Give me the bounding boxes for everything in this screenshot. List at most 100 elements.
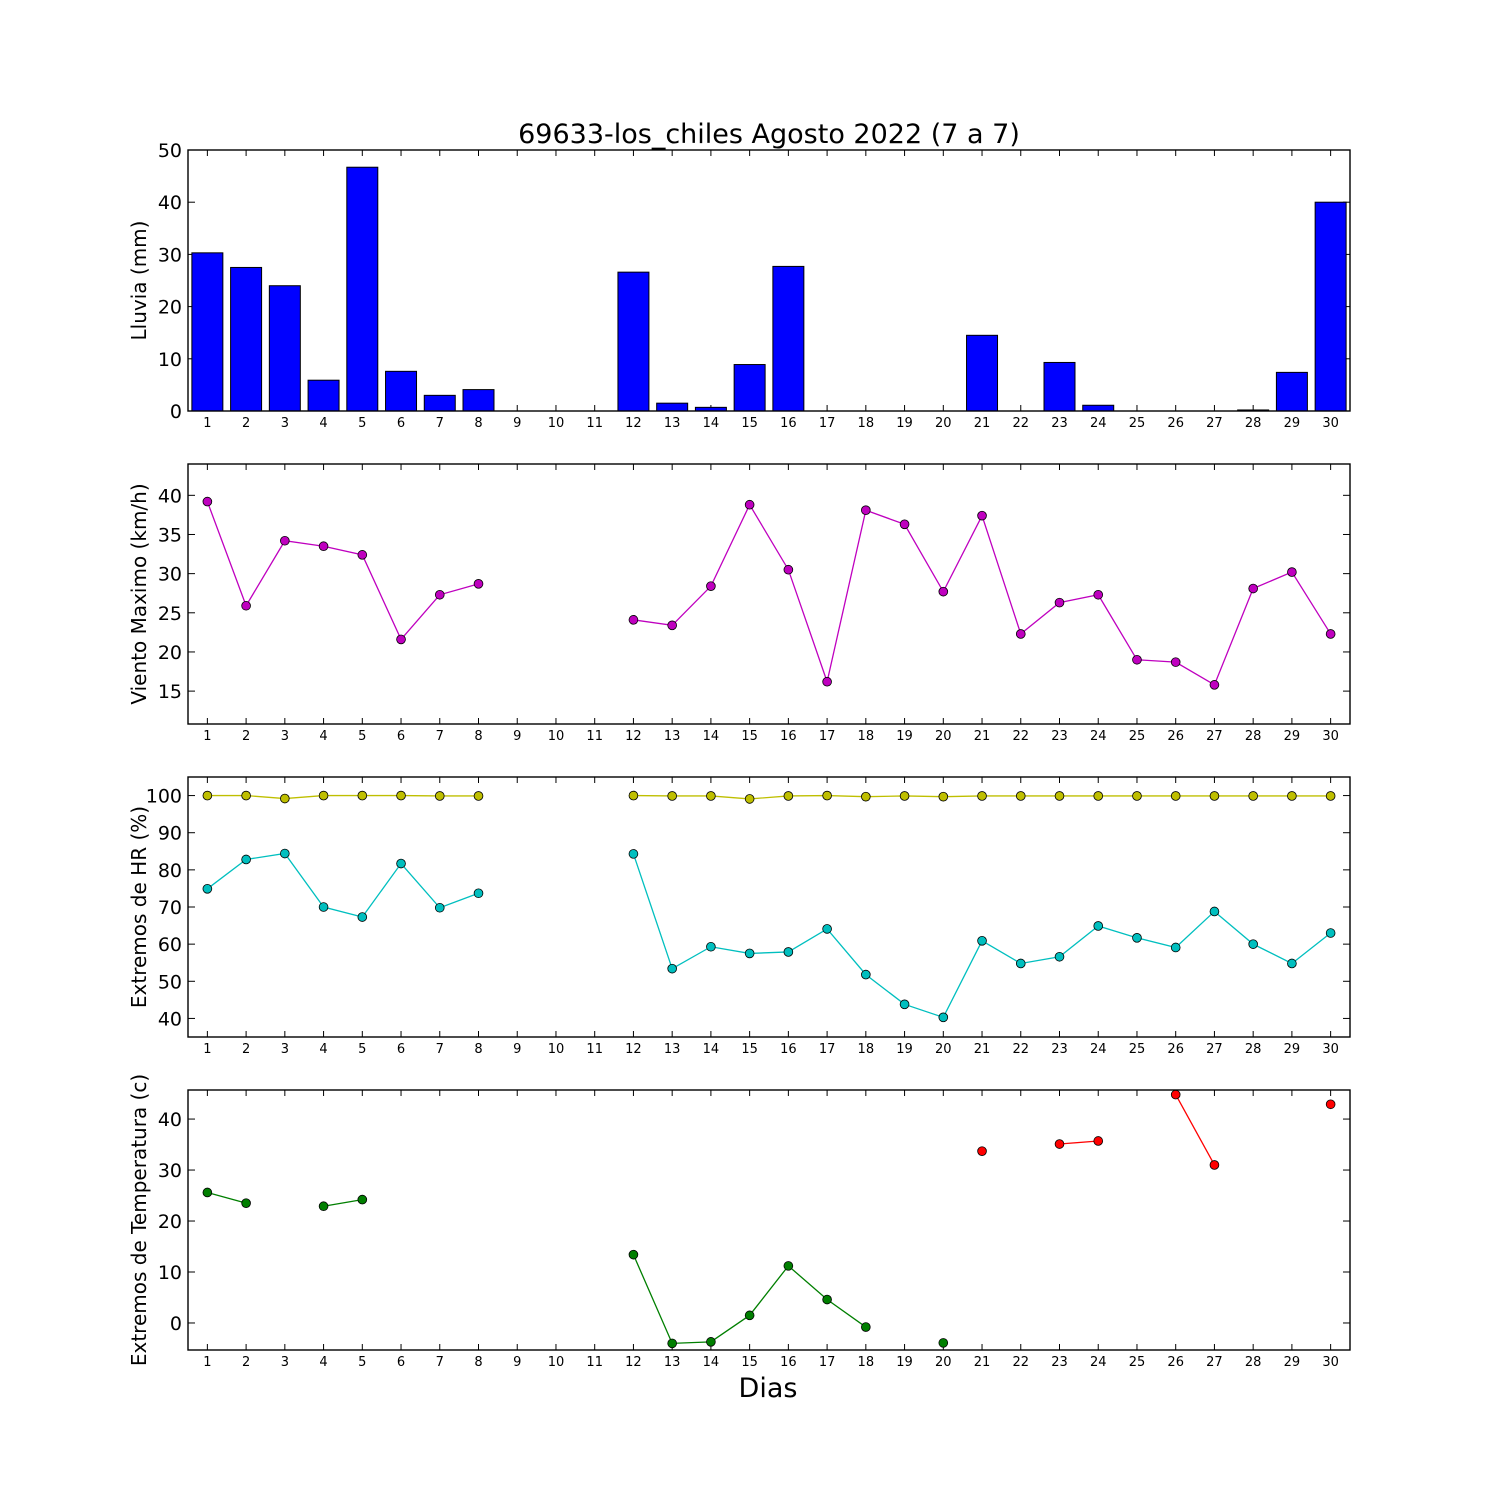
x-tick-label: 4 (319, 729, 327, 744)
x-tick-label: 6 (397, 1355, 405, 1370)
point-day-25 (1132, 654, 1142, 665)
x-tick-label: 17 (819, 729, 836, 744)
x-tick-label: 13 (664, 1042, 681, 1057)
point-day-30 (1325, 629, 1336, 639)
point-day-5 (357, 790, 368, 801)
point-day-2 (241, 1198, 251, 1208)
y-tick-label: 20 (158, 642, 182, 664)
x-tick-label: 28 (1245, 1042, 1262, 1057)
point-day-2 (241, 790, 251, 801)
point-day-28 (1248, 791, 1258, 801)
x-tick-label: 27 (1206, 416, 1223, 431)
point-day-13 (667, 620, 677, 631)
y-tick-label: 50 (158, 971, 182, 993)
point-day-21 (977, 1146, 987, 1156)
y-tick-label: 15 (158, 681, 182, 703)
point-day-12 (628, 615, 639, 625)
x-tick-label: 26 (1167, 416, 1184, 431)
point-day-27 (1209, 1160, 1220, 1170)
point-day-8 (473, 888, 484, 899)
y-tick-label: 0 (170, 1313, 182, 1335)
point-day-24 (1093, 1136, 1104, 1146)
point-day-7 (434, 902, 445, 913)
point-day-13 (667, 963, 677, 974)
point-day-16 (783, 791, 794, 801)
point-day-15 (744, 794, 755, 804)
point-day-2 (241, 600, 251, 611)
x-tick-label: 6 (397, 416, 405, 431)
point-day-8 (473, 579, 484, 589)
y-tick-label: 20 (158, 1211, 182, 1233)
point-day-8 (473, 791, 484, 801)
point-day-17 (822, 676, 832, 687)
y-tick-label: 50 (158, 140, 182, 162)
point-day-29 (1287, 791, 1297, 801)
series-line (207, 1191, 247, 1204)
x-tick-label: 2 (242, 416, 250, 431)
x-tick-label: 11 (586, 729, 603, 744)
bar-day-2 (230, 266, 263, 412)
x-tick-label: 18 (858, 416, 875, 431)
x-tick-label: 19 (896, 1355, 913, 1370)
series-line (206, 852, 479, 918)
point-day-24 (1093, 589, 1104, 600)
point-day-20 (938, 791, 949, 802)
x-tick-label: 26 (1167, 1355, 1184, 1370)
x-tick-label: 10 (548, 729, 565, 744)
x-tick-label: 7 (436, 416, 444, 431)
point-day-24 (1093, 791, 1104, 801)
point-day-26 (1170, 1089, 1181, 1100)
x-tick-label: 18 (858, 1042, 875, 1057)
point-day-16 (783, 1261, 794, 1271)
x-tick-label: 25 (1129, 416, 1146, 431)
point-day-18 (861, 969, 871, 980)
x-tick-label: 8 (474, 729, 482, 744)
bar-day-1 (191, 252, 224, 412)
y-axis-label: Extremos de HR (%) (127, 806, 151, 1008)
x-tick-label: 22 (1012, 1042, 1029, 1057)
bar-day-15 (733, 364, 766, 412)
x-tick-label: 15 (741, 729, 758, 744)
x-tick-label: 9 (513, 1355, 521, 1370)
bar-day-24 (1082, 404, 1115, 412)
point-day-13 (667, 1338, 677, 1349)
point-day-1 (202, 1187, 213, 1198)
x-tick-label: 10 (548, 1042, 565, 1057)
bar-day-21 (966, 334, 999, 412)
y-tick-label: 10 (158, 1262, 182, 1284)
point-day-5 (357, 550, 368, 560)
point-day-3 (280, 535, 290, 546)
bar-day-8 (462, 389, 495, 412)
x-tick-label: 28 (1245, 416, 1262, 431)
x-tick-label: 21 (974, 1042, 991, 1057)
point-day-6 (396, 858, 406, 869)
x-tick-label: 3 (281, 1355, 289, 1370)
point-day-30 (1325, 928, 1336, 938)
point-day-5 (357, 912, 368, 922)
series-line (206, 501, 479, 641)
point-day-17 (822, 1294, 832, 1305)
x-tick-label: 27 (1206, 1355, 1223, 1370)
y-axis-label: Lluvia (mm) (127, 221, 151, 341)
y-tick-label: 40 (158, 1109, 182, 1131)
point-day-14 (706, 941, 716, 952)
x-tick-label: 21 (974, 416, 991, 431)
point-day-21 (977, 791, 987, 801)
point-day-29 (1287, 958, 1297, 969)
x-tick-label: 27 (1206, 1042, 1223, 1057)
point-day-3 (280, 848, 290, 859)
x-tick-label: 18 (858, 729, 875, 744)
bar-day-12 (617, 271, 650, 412)
x-tick-label: 6 (397, 729, 405, 744)
point-day-1 (202, 790, 213, 801)
y-tick-label: 100 (146, 786, 182, 808)
y-tick-label: 30 (158, 564, 182, 586)
point-day-18 (861, 505, 871, 516)
point-day-15 (744, 948, 755, 959)
x-tick-label: 16 (780, 1042, 797, 1057)
x-tick-label: 22 (1012, 729, 1029, 744)
